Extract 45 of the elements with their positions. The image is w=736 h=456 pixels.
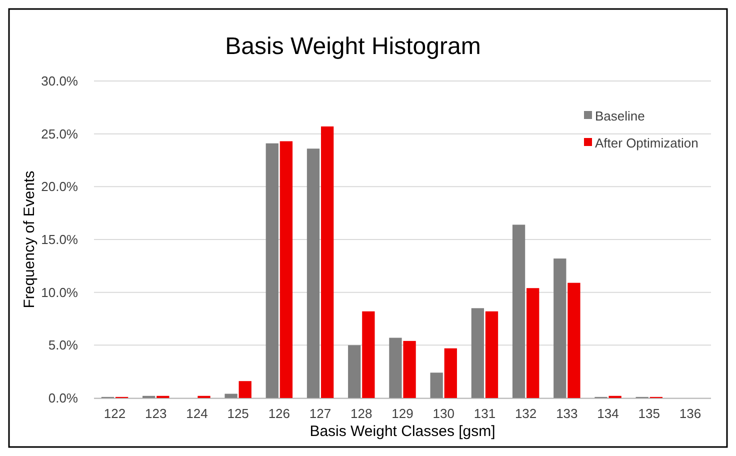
x-tick-label: 127 xyxy=(309,406,332,421)
bar xyxy=(471,308,484,398)
bar xyxy=(280,141,293,398)
y-tick-label: 10.0% xyxy=(41,284,78,300)
x-tick-label: 123 xyxy=(145,406,167,421)
y-tick-label: 20.0% xyxy=(41,179,78,194)
y-tick-label: 0.0% xyxy=(48,390,78,406)
bar xyxy=(320,126,334,398)
x-axis-title: Basis Weight Classes [gsm] xyxy=(310,423,496,440)
x-tick-label: 134 xyxy=(597,406,619,421)
x-tick-label: 129 xyxy=(392,406,414,421)
x-tick-label: 136 xyxy=(679,406,702,421)
y-tick-label: 5.0% xyxy=(48,338,78,353)
legend-label: After Optimization xyxy=(595,136,698,151)
bar xyxy=(266,143,278,398)
bar xyxy=(485,311,498,398)
x-tick-label: 135 xyxy=(638,406,660,421)
x-tick-label: 131 xyxy=(474,406,496,421)
bar xyxy=(403,340,416,398)
bar xyxy=(444,348,457,398)
x-tick-label: 122 xyxy=(104,406,126,421)
y-tick-label: 15.0% xyxy=(41,232,78,248)
x-tick-label: 124 xyxy=(186,406,208,421)
y-axis-title: Frequency of Events xyxy=(21,170,38,308)
bar xyxy=(362,311,375,398)
bar xyxy=(568,282,580,398)
bar xyxy=(224,394,238,398)
x-tick-label: 128 xyxy=(350,406,372,421)
y-tick-label: 25.0% xyxy=(41,126,78,142)
x-tick-label: 125 xyxy=(227,406,249,421)
x-tick-label: 126 xyxy=(268,406,290,421)
bar xyxy=(306,148,320,398)
x-tick-label: 130 xyxy=(432,406,454,421)
y-tick-label: 30.0% xyxy=(41,74,78,89)
x-tick-label: 133 xyxy=(556,406,578,421)
bar xyxy=(238,381,252,398)
x-tick-label: 132 xyxy=(514,406,537,421)
bar xyxy=(348,345,361,398)
bar xyxy=(430,372,443,398)
chart-title: Basis Weight Histogram xyxy=(225,33,481,60)
bar xyxy=(512,224,526,398)
bar xyxy=(526,288,540,398)
bar xyxy=(389,338,402,398)
legend-label: Baseline xyxy=(595,108,645,124)
bar xyxy=(554,258,566,398)
